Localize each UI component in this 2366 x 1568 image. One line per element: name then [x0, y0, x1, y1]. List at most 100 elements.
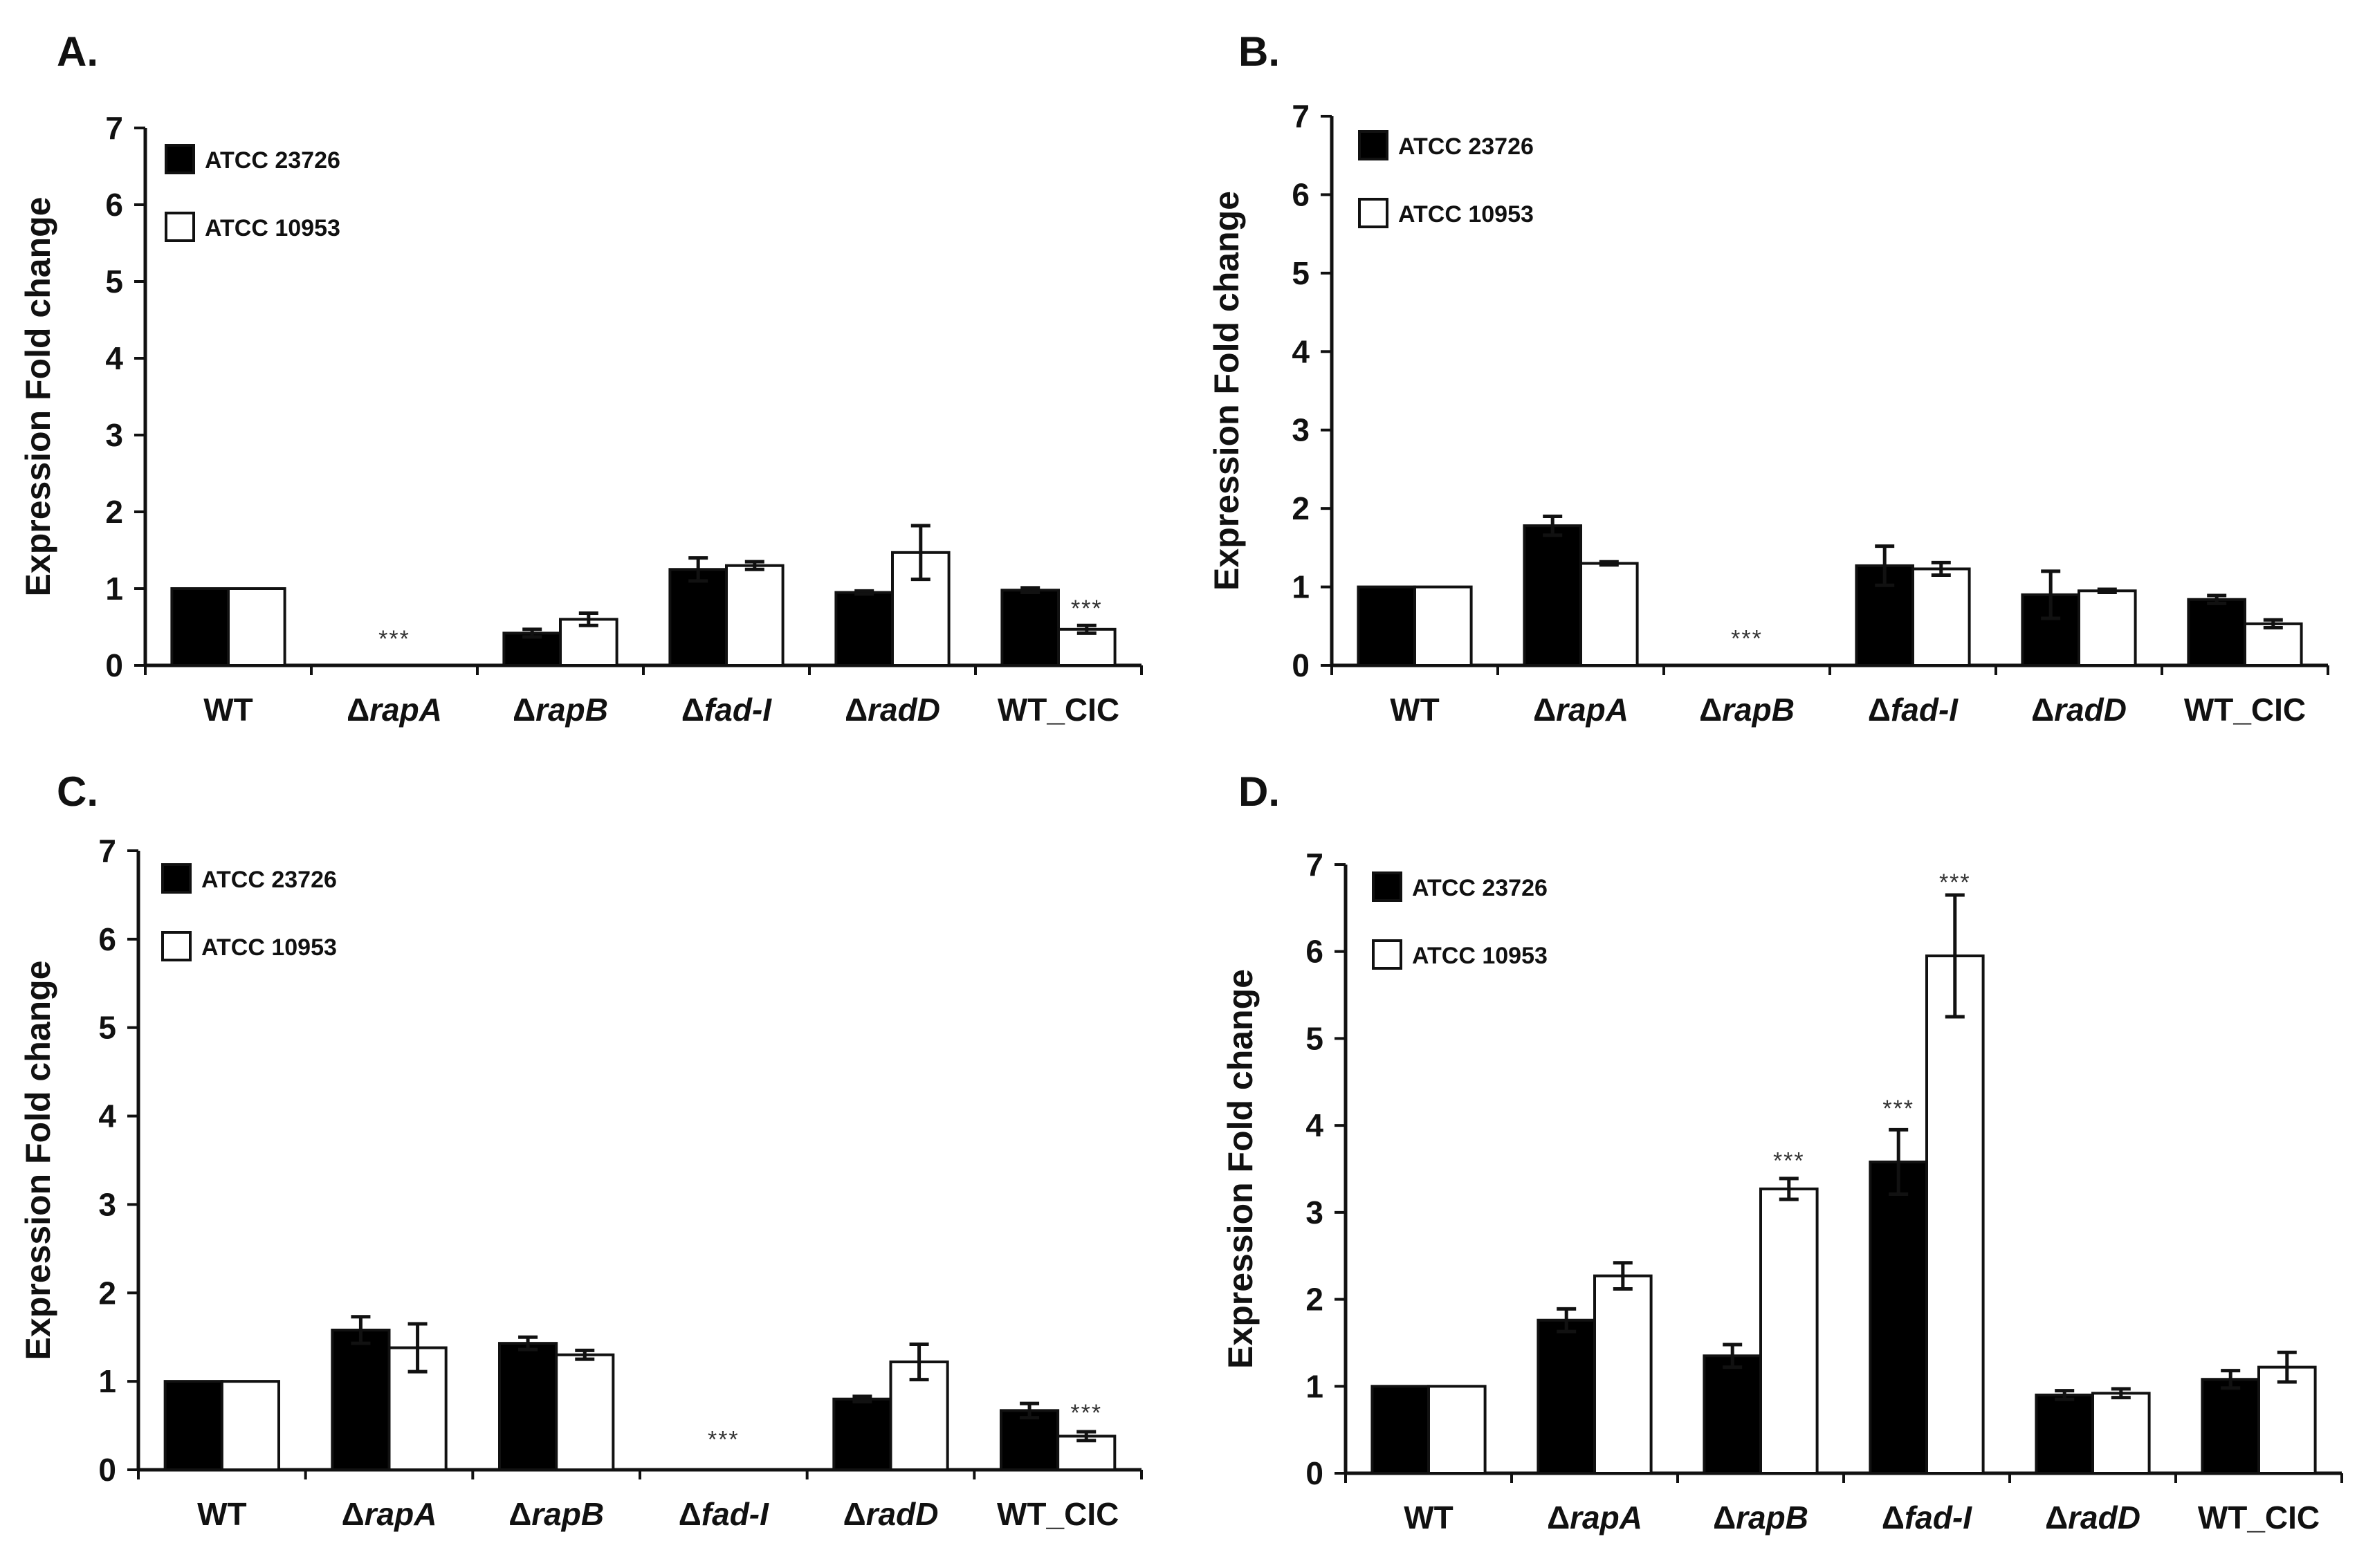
- legend-label: ATCC 23726: [205, 147, 340, 174]
- legend-swatch: [165, 212, 195, 242]
- x-category-label: Δfad-I: [1868, 692, 1959, 728]
- bar-atcc-23726: [668, 568, 728, 667]
- bar-atcc-23726: [1703, 1354, 1762, 1475]
- legend-swatch: [165, 144, 195, 174]
- y-tick-label: 1: [1305, 1368, 1323, 1404]
- legend-swatch: [161, 931, 192, 961]
- significance-marker: ***: [1939, 869, 1971, 896]
- x-category-label: WT: [1390, 692, 1440, 728]
- bar-atcc-10953: [725, 564, 785, 667]
- y-tick-label: 5: [105, 264, 123, 299]
- bar-atcc-23726: [331, 1328, 391, 1471]
- bar-atcc-23726: [2201, 1378, 2260, 1475]
- y-tick-label: 2: [1292, 490, 1310, 526]
- x-category-label: WT_CIC: [2198, 1500, 2320, 1535]
- y-tick-label: 0: [105, 647, 123, 683]
- bar-atcc-10953: [2244, 622, 2303, 667]
- x-category-label: ΔrapA: [1533, 692, 1629, 728]
- panel-b: B. 0 1 2 3 4 5 6 7 Expression Fold change WT ΔrapA Δ…: [1207, 28, 2329, 728]
- panel-letter: A.: [57, 28, 98, 75]
- panel-letter: D.: [1238, 768, 1280, 815]
- significance-marker: ***: [378, 626, 410, 652]
- legend-label: ATCC 23726: [1398, 133, 1534, 160]
- bar-atcc-10953: [555, 1353, 615, 1472]
- y-axis-label: Expression Fold change: [1207, 191, 1246, 591]
- bar-atcc-10953: [227, 587, 286, 667]
- y-axis-label: Expression Fold change: [19, 197, 57, 597]
- y-tick-label: 4: [1305, 1107, 1323, 1143]
- y-tick-label: 7: [98, 833, 116, 869]
- bar-atcc-10953: [220, 1380, 281, 1471]
- significance-marker: ***: [708, 1426, 740, 1452]
- legend-label: ATCC 10953: [1412, 943, 1548, 969]
- x-category-label: WT: [203, 692, 253, 728]
- y-tick-label: 1: [98, 1363, 116, 1399]
- y-tick-label: 6: [1292, 176, 1310, 212]
- panel-a: A. 0 1 2 3 4 5 6 7 Expression Fold change WT ΔrapA Δ…: [19, 28, 1143, 728]
- x-category-label: WT_CIC: [998, 692, 1119, 728]
- y-tick-label: 4: [1292, 333, 1310, 369]
- legend-swatch: [161, 863, 192, 894]
- legend-swatch: [1358, 198, 1388, 228]
- significance-marker: ***: [1773, 1147, 1805, 1174]
- y-tick-label: 6: [98, 921, 116, 957]
- x-category-label: WT_CIC: [2184, 692, 2306, 728]
- x-category-label: ΔradD: [843, 1496, 939, 1532]
- y-tick-label: 7: [1305, 847, 1323, 883]
- significance-marker: ***: [1882, 1096, 1914, 1122]
- x-category-label: WT_CIC: [997, 1496, 1119, 1532]
- bar-atcc-10953: [1593, 1274, 1653, 1475]
- x-category-label: WT: [197, 1496, 247, 1532]
- bar-atcc-10953: [1759, 1187, 1819, 1475]
- significance-marker: ***: [1731, 625, 1763, 652]
- x-category-label: ΔrapA: [1547, 1500, 1642, 1535]
- bar-atcc-10953: [1911, 567, 1971, 667]
- bar-atcc-23726: [498, 1342, 558, 1472]
- x-category-label: WT: [1404, 1500, 1453, 1535]
- bar-atcc-10953: [2257, 1365, 2317, 1475]
- y-tick-label: 5: [98, 1010, 116, 1046]
- bar-atcc-23726: [1537, 1318, 1596, 1475]
- bar-atcc-23726: [834, 591, 895, 667]
- y-axis-label: Expression Fold change: [1221, 969, 1260, 1369]
- y-tick-label: 3: [105, 417, 123, 453]
- y-tick-label: 6: [1305, 934, 1323, 970]
- bar-atcc-23726: [1357, 585, 1417, 667]
- x-category-label: ΔrapA: [342, 1496, 437, 1532]
- y-tick-label: 0: [1292, 647, 1310, 683]
- y-tick-label: 5: [1292, 255, 1310, 291]
- x-category-label: ΔrapB: [508, 1496, 604, 1532]
- legend-label: ATCC 10953: [1398, 201, 1534, 228]
- bar-atcc-10953: [1427, 1385, 1487, 1475]
- legend-swatch: [1358, 130, 1388, 160]
- bar-atcc-23726: [1000, 1409, 1060, 1471]
- x-category-label: ΔrapB: [1699, 692, 1795, 728]
- bar-atcc-10953: [1579, 562, 1639, 667]
- legend-swatch: [1372, 871, 1402, 902]
- panel-letter: C.: [57, 768, 98, 815]
- bar-atcc-23726: [170, 587, 230, 667]
- x-category-label: ΔradD: [845, 692, 940, 728]
- bar-atcc-23726: [2187, 598, 2246, 667]
- bar-atcc-23726: [1000, 589, 1061, 667]
- y-tick-label: 5: [1305, 1020, 1323, 1056]
- y-tick-label: 7: [105, 110, 123, 146]
- bar-atcc-23726: [1370, 1385, 1431, 1475]
- x-category-label: ΔradD: [2031, 692, 2127, 728]
- y-tick-label: 1: [105, 571, 123, 607]
- bar-atcc-23726: [163, 1380, 223, 1471]
- y-tick-label: 6: [105, 187, 123, 223]
- legend-label: ATCC 23726: [201, 867, 337, 893]
- significance-marker: ***: [1071, 596, 1103, 622]
- x-category-label: Δfad-I: [681, 692, 772, 728]
- x-category-label: Δfad-I: [679, 1496, 769, 1532]
- panel-c: C. 0 1 2 3 4 5 6 7 Expression Fold change WT ΔrapA Δ…: [19, 768, 1143, 1532]
- panel-d: D. 0 1 2 3 4 5 6 7 Expression Fold change WT ΔrapA Δ…: [1221, 768, 2343, 1535]
- bar-atcc-10953: [1057, 627, 1117, 667]
- y-tick-label: 2: [1305, 1282, 1323, 1318]
- bar-atcc-23726: [2035, 1393, 2094, 1475]
- legend-label: ATCC 10953: [205, 215, 340, 241]
- bar-atcc-23726: [1869, 1160, 1928, 1475]
- y-tick-label: 0: [98, 1452, 116, 1488]
